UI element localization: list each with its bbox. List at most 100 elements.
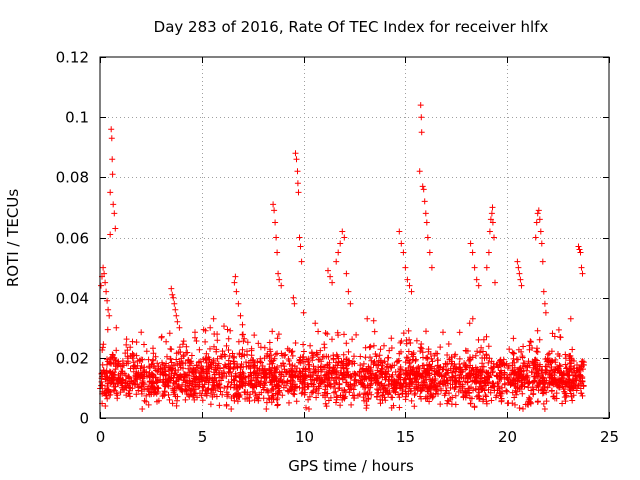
data-point bbox=[423, 328, 429, 335]
data-point bbox=[243, 363, 250, 370]
data-point bbox=[408, 387, 415, 394]
data-point bbox=[283, 382, 289, 389]
data-point bbox=[196, 346, 203, 353]
data-point bbox=[113, 390, 120, 397]
data-point bbox=[281, 366, 288, 373]
data-point bbox=[141, 397, 148, 404]
data-point bbox=[276, 276, 283, 283]
data-point bbox=[230, 364, 237, 371]
data-point bbox=[527, 338, 534, 345]
data-point bbox=[127, 393, 133, 400]
data-point bbox=[217, 353, 224, 360]
data-point bbox=[562, 355, 569, 362]
data-point bbox=[418, 114, 425, 121]
data-point bbox=[274, 402, 281, 409]
data-point bbox=[341, 331, 347, 338]
data-point bbox=[480, 396, 487, 403]
data-point bbox=[284, 387, 291, 394]
data-point bbox=[530, 386, 537, 393]
data-point bbox=[444, 352, 451, 358]
data-point bbox=[468, 384, 474, 391]
data-point bbox=[412, 356, 419, 363]
data-point bbox=[348, 385, 355, 392]
data-point bbox=[119, 358, 126, 364]
data-point bbox=[550, 368, 556, 375]
data-point bbox=[193, 338, 200, 344]
data-point bbox=[200, 356, 207, 363]
data-point bbox=[447, 384, 454, 391]
data-point bbox=[440, 329, 446, 336]
data-point bbox=[271, 207, 278, 214]
data-point bbox=[101, 270, 108, 277]
data-point bbox=[382, 374, 389, 380]
data-point bbox=[236, 350, 243, 357]
data-point bbox=[227, 327, 234, 334]
data-point bbox=[380, 389, 387, 396]
data-point bbox=[411, 403, 418, 410]
data-point bbox=[349, 392, 356, 399]
data-point bbox=[315, 383, 322, 390]
data-point bbox=[235, 338, 242, 345]
data-point bbox=[279, 392, 286, 399]
data-point bbox=[275, 270, 282, 277]
data-point bbox=[492, 279, 498, 286]
data-point bbox=[235, 393, 242, 400]
data-point bbox=[539, 258, 546, 265]
data-point bbox=[152, 365, 158, 371]
data-point bbox=[510, 350, 517, 357]
data-point bbox=[241, 352, 248, 359]
data-point bbox=[108, 126, 115, 133]
data-point bbox=[150, 356, 157, 363]
data-point bbox=[170, 294, 177, 301]
data-point bbox=[309, 357, 316, 364]
data-point bbox=[469, 364, 476, 371]
data-point bbox=[576, 246, 583, 253]
data-point bbox=[233, 381, 240, 388]
data-point bbox=[140, 380, 147, 387]
data-point bbox=[364, 315, 371, 322]
data-point bbox=[248, 372, 255, 379]
data-point bbox=[172, 306, 179, 313]
data-point bbox=[275, 331, 282, 338]
data-point bbox=[531, 359, 538, 366]
data-point bbox=[343, 340, 350, 347]
data-point bbox=[579, 374, 586, 380]
data-point bbox=[100, 264, 107, 271]
data-point bbox=[157, 371, 164, 378]
data-point bbox=[536, 336, 543, 343]
data-point bbox=[360, 360, 367, 367]
data-point bbox=[479, 360, 486, 367]
data-point bbox=[373, 371, 380, 378]
data-point bbox=[340, 364, 347, 371]
data-point bbox=[512, 376, 519, 383]
data-point bbox=[103, 288, 110, 295]
data-point bbox=[300, 348, 307, 355]
data-point bbox=[112, 361, 118, 367]
data-point bbox=[388, 335, 395, 342]
data-point bbox=[329, 279, 336, 286]
data-point bbox=[185, 356, 192, 363]
data-point bbox=[258, 378, 265, 385]
data-point bbox=[212, 365, 219, 372]
data-point bbox=[318, 358, 325, 365]
data-point bbox=[323, 403, 330, 410]
data-point bbox=[452, 401, 459, 408]
data-point bbox=[423, 219, 430, 226]
data-point bbox=[536, 216, 543, 223]
data-point bbox=[417, 102, 424, 109]
data-point bbox=[273, 396, 280, 403]
data-point bbox=[541, 406, 548, 412]
data-point bbox=[555, 351, 561, 357]
data-point bbox=[154, 398, 160, 405]
data-point bbox=[267, 357, 274, 364]
data-point bbox=[313, 394, 320, 401]
data-point bbox=[310, 352, 317, 359]
data-point bbox=[328, 374, 335, 381]
data-point bbox=[305, 355, 312, 362]
data-point bbox=[417, 344, 424, 351]
data-point bbox=[123, 341, 130, 348]
data-point bbox=[405, 365, 412, 371]
data-point bbox=[198, 374, 205, 381]
data-point bbox=[177, 385, 184, 392]
